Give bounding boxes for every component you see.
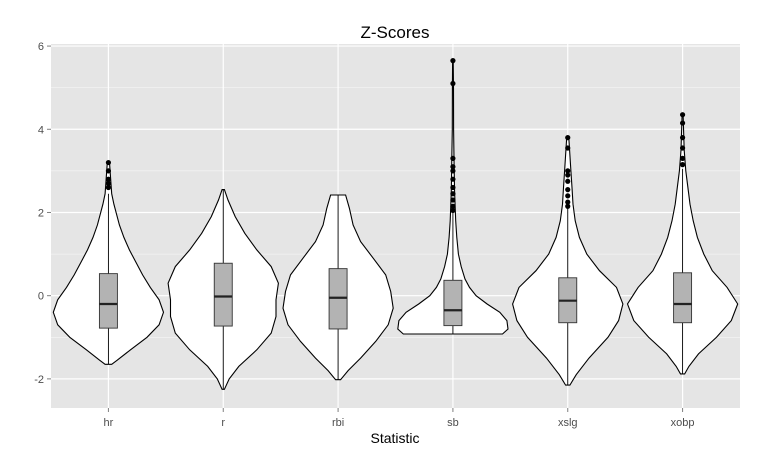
outlier-point-sb bbox=[450, 155, 456, 161]
box-r bbox=[213, 262, 233, 327]
outlier-point-hr bbox=[105, 176, 112, 182]
y-axis: -2 0 2 4 6 bbox=[34, 41, 51, 386]
outlier-point-xobp bbox=[679, 155, 686, 161]
y-tick-label: 6 bbox=[38, 41, 44, 53]
outlier-point-sb bbox=[450, 168, 456, 174]
outlier-point-xobp bbox=[679, 135, 686, 141]
outlier-point-xslg bbox=[565, 193, 571, 199]
outlier-point-xslg bbox=[565, 203, 571, 209]
outlier-point-sb bbox=[450, 80, 456, 87]
box-hr bbox=[98, 273, 118, 329]
box-sb bbox=[443, 279, 463, 327]
outlier-point-sb bbox=[450, 176, 456, 182]
outlier-point-sb bbox=[450, 58, 456, 64]
plot-panel bbox=[51, 44, 740, 408]
outlier-point-hr bbox=[105, 184, 112, 191]
outlier-point-sb bbox=[450, 207, 456, 213]
outlier-point-xobp bbox=[679, 120, 686, 126]
outlier-point-hr bbox=[105, 180, 112, 186]
outlier-point-sb bbox=[450, 184, 456, 191]
x-tick-label: sb bbox=[447, 417, 459, 429]
outlier-point-xslg bbox=[565, 187, 571, 193]
box-xobp bbox=[673, 272, 693, 324]
x-axis: hr r rbi sb xslg xobp bbox=[104, 408, 695, 429]
y-tick-label: 4 bbox=[38, 124, 44, 136]
x-tick-label: rbi bbox=[332, 417, 344, 429]
outlier-point-hr bbox=[105, 168, 112, 174]
outlier-point-sb bbox=[450, 164, 456, 170]
outlier-point-xslg bbox=[565, 135, 571, 141]
outlier-point-sb bbox=[450, 197, 456, 203]
outlier-point-xobp bbox=[679, 162, 686, 168]
x-tick-label: r bbox=[221, 417, 225, 429]
y-tick-label: 0 bbox=[38, 291, 44, 303]
outlier-point-sb bbox=[450, 203, 456, 209]
outlier-point-hr bbox=[105, 159, 112, 166]
outlier-point-xslg bbox=[565, 145, 571, 151]
outlier-point-xslg bbox=[565, 199, 571, 205]
outlier-point-xobp bbox=[679, 145, 686, 151]
chart-title: Z-Scores bbox=[361, 23, 430, 42]
y-tick-label: -2 bbox=[34, 374, 44, 386]
outlier-point-xslg bbox=[565, 168, 571, 174]
boxplots bbox=[98, 168, 693, 390]
y-tick-label: 2 bbox=[38, 207, 44, 219]
outlier-point-sb bbox=[450, 191, 456, 197]
outlier-point-xslg bbox=[565, 172, 571, 178]
x-tick-label: xslg bbox=[558, 417, 578, 429]
outlier-point-xslg bbox=[565, 178, 571, 184]
x-tick-label: hr bbox=[104, 417, 114, 429]
outlier-point-xobp bbox=[679, 112, 686, 118]
x-tick-label: xobp bbox=[671, 417, 695, 429]
x-axis-label: Statistic bbox=[370, 430, 419, 446]
outlier-points bbox=[105, 58, 686, 213]
